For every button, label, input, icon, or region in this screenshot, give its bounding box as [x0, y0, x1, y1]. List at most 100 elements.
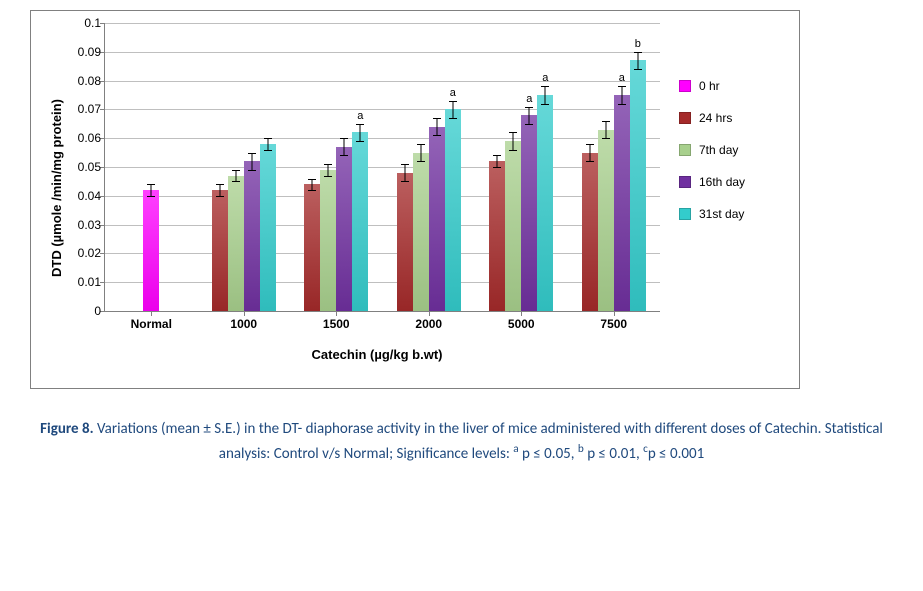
- error-cap: [509, 150, 517, 151]
- error-bar: [328, 164, 329, 176]
- x-tick-label: Normal: [131, 311, 172, 331]
- error-bar: [545, 86, 546, 103]
- error-cap: [248, 170, 256, 171]
- error-cap: [340, 155, 348, 156]
- error-bar: [360, 124, 361, 141]
- legend-item: 0 hr: [679, 79, 745, 93]
- significance-label: a: [542, 72, 548, 84]
- error-cap: [541, 86, 549, 87]
- grid-line: [105, 282, 660, 283]
- error-cap: [147, 196, 155, 197]
- significance-label: a: [357, 110, 363, 122]
- bar: [537, 95, 553, 311]
- error-cap: [324, 164, 332, 165]
- grid-line: [105, 81, 660, 82]
- bar: [598, 130, 614, 311]
- error-bar: [452, 101, 453, 118]
- plot-area: 00.010.020.030.040.050.060.070.080.090.1…: [104, 23, 660, 312]
- bar: [445, 109, 461, 311]
- sig-a-text: p ≤ 0.05,: [519, 445, 578, 463]
- x-tick-label: 1000: [230, 311, 257, 331]
- bar: [143, 190, 159, 311]
- error-cap: [541, 104, 549, 105]
- legend: 0 hr24 hrs7th day16th day31st day: [679, 79, 745, 239]
- error-cap: [308, 190, 316, 191]
- y-tick-label: 0.04: [78, 189, 105, 203]
- error-cap: [493, 167, 501, 168]
- error-cap: [433, 135, 441, 136]
- y-tick-label: 0.06: [78, 131, 105, 145]
- significance-label: a: [619, 72, 625, 84]
- bar: [614, 95, 630, 311]
- error-cap: [586, 144, 594, 145]
- error-cap: [634, 52, 642, 53]
- x-tick-label: 2000: [415, 311, 442, 331]
- error-bar: [219, 184, 220, 196]
- chart-box: 00.010.020.030.040.050.060.070.080.090.1…: [30, 10, 800, 389]
- error-cap: [248, 153, 256, 154]
- y-tick-label: 0.05: [78, 160, 105, 174]
- legend-swatch: [679, 112, 691, 124]
- y-tick-label: 0.09: [78, 45, 105, 59]
- error-bar: [267, 138, 268, 150]
- bar: [352, 132, 368, 311]
- y-tick-label: 0.07: [78, 102, 105, 116]
- bar: [260, 144, 276, 311]
- bar: [244, 161, 260, 311]
- sig-b-text: p ≤ 0.01,: [584, 445, 643, 463]
- y-tick-label: 0.1: [84, 16, 105, 30]
- error-cap: [417, 161, 425, 162]
- error-cap: [493, 155, 501, 156]
- y-tick-label: 0: [94, 304, 105, 318]
- caption-text-1: Variations (mean ± S.E.) in the DT- diap…: [94, 420, 883, 463]
- y-tick-label: 0.01: [78, 275, 105, 289]
- error-cap: [216, 196, 224, 197]
- grid-line: [105, 225, 660, 226]
- figure-container: 00.010.020.030.040.050.060.070.080.090.1…: [0, 0, 923, 471]
- error-cap: [324, 176, 332, 177]
- bar: [413, 153, 429, 311]
- legend-swatch: [679, 80, 691, 92]
- error-cap: [232, 170, 240, 171]
- legend-label: 7th day: [699, 143, 738, 157]
- y-axis-label: DTD (µmole /min/mg protein): [49, 99, 64, 277]
- error-bar: [151, 184, 152, 196]
- error-bar: [436, 118, 437, 135]
- error-bar: [312, 179, 313, 191]
- legend-label: 0 hr: [699, 79, 720, 93]
- significance-label: b: [635, 38, 641, 50]
- bar: [505, 141, 521, 311]
- error-bar: [404, 164, 405, 181]
- error-cap: [356, 141, 364, 142]
- error-cap: [618, 104, 626, 105]
- x-tick-label: 7500: [600, 311, 627, 331]
- y-tick-label: 0.02: [78, 246, 105, 260]
- bar: [228, 176, 244, 311]
- caption-label: Figure 8.: [40, 420, 93, 438]
- error-cap: [449, 101, 457, 102]
- grid-line: [105, 253, 660, 254]
- error-cap: [264, 150, 272, 151]
- error-cap: [264, 138, 272, 139]
- x-tick-label: 5000: [508, 311, 535, 331]
- error-bar: [420, 144, 421, 161]
- error-cap: [602, 121, 610, 122]
- grid-line: [105, 109, 660, 110]
- legend-swatch: [679, 208, 691, 220]
- bar: [630, 60, 646, 311]
- bar: [212, 190, 228, 311]
- bar: [489, 161, 505, 311]
- grid-line: [105, 138, 660, 139]
- error-cap: [356, 124, 364, 125]
- bar: [429, 127, 445, 311]
- error-bar: [513, 132, 514, 149]
- error-bar: [621, 86, 622, 103]
- grid-line: [105, 52, 660, 53]
- legend-item: 31st day: [679, 207, 745, 221]
- error-cap: [433, 118, 441, 119]
- bar: [582, 153, 598, 311]
- legend-swatch: [679, 144, 691, 156]
- error-bar: [589, 144, 590, 161]
- error-cap: [147, 184, 155, 185]
- bar: [521, 115, 537, 311]
